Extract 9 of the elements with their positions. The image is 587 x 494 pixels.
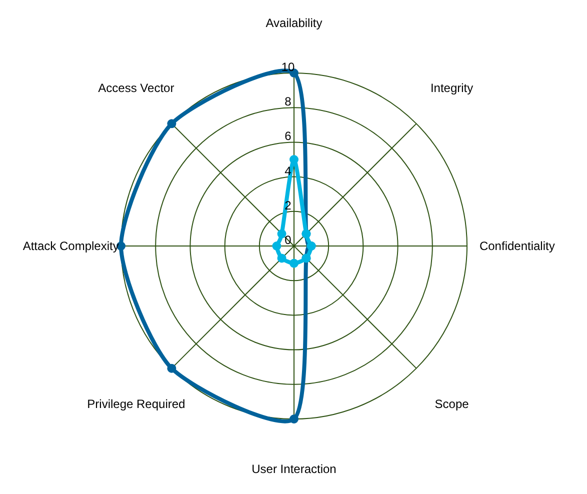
y-tick-label: 6 xyxy=(284,129,292,144)
spoke-label: Scope xyxy=(434,396,470,411)
spoke-label: Integrity xyxy=(430,81,474,96)
y-tick-label: 8 xyxy=(284,94,292,109)
spoke-label: Privilege Required xyxy=(87,396,186,411)
spoke-label: User Interaction xyxy=(252,462,336,476)
spoke-label: Access Vector xyxy=(98,81,174,96)
spoke-label: Confidentiality xyxy=(479,239,555,253)
spoke-label: Availability xyxy=(266,16,322,30)
